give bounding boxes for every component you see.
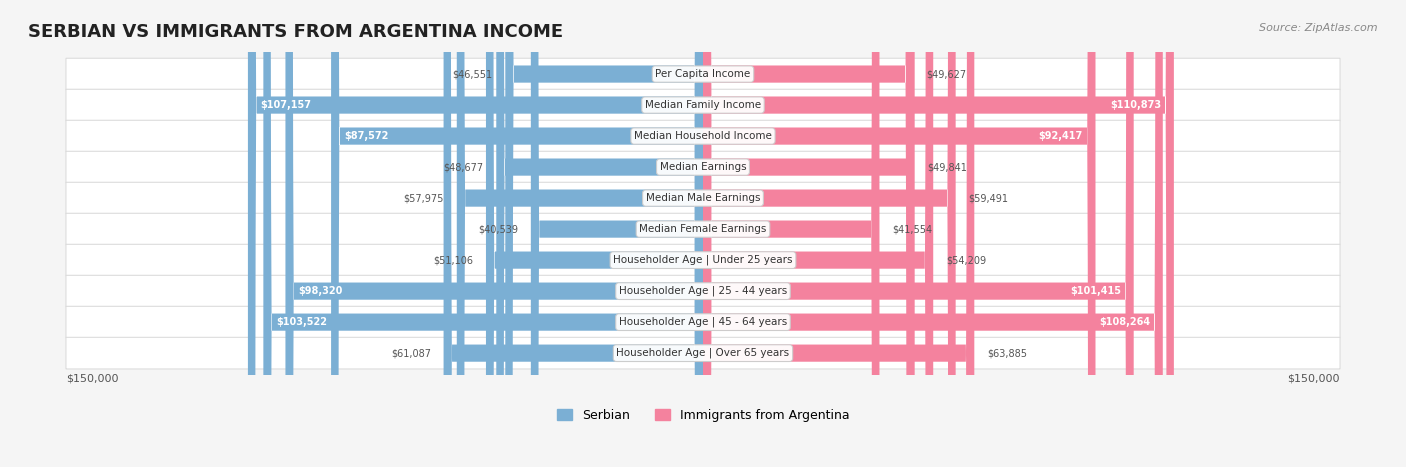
Text: $150,000: $150,000 [1288, 373, 1340, 383]
FancyBboxPatch shape [703, 0, 1095, 467]
FancyBboxPatch shape [486, 0, 703, 467]
Text: Source: ZipAtlas.com: Source: ZipAtlas.com [1260, 23, 1378, 33]
Text: Householder Age | Under 25 years: Householder Age | Under 25 years [613, 255, 793, 265]
Text: Householder Age | 25 - 44 years: Householder Age | 25 - 44 years [619, 286, 787, 297]
FancyBboxPatch shape [330, 0, 703, 467]
FancyBboxPatch shape [703, 0, 956, 467]
FancyBboxPatch shape [66, 306, 1340, 338]
Text: Householder Age | 45 - 64 years: Householder Age | 45 - 64 years [619, 317, 787, 327]
FancyBboxPatch shape [703, 0, 915, 467]
Text: $87,572: $87,572 [344, 131, 388, 141]
FancyBboxPatch shape [66, 244, 1340, 276]
FancyBboxPatch shape [505, 0, 703, 467]
Text: $41,554: $41,554 [893, 224, 932, 234]
FancyBboxPatch shape [457, 0, 703, 467]
Text: $46,551: $46,551 [453, 69, 492, 79]
Text: $49,841: $49,841 [928, 162, 967, 172]
FancyBboxPatch shape [66, 182, 1340, 214]
FancyBboxPatch shape [66, 120, 1340, 152]
Text: $40,539: $40,539 [478, 224, 517, 234]
Text: $107,157: $107,157 [260, 100, 312, 110]
FancyBboxPatch shape [703, 0, 1163, 467]
Text: Median Female Earnings: Median Female Earnings [640, 224, 766, 234]
Text: $108,264: $108,264 [1099, 317, 1150, 327]
Text: $57,975: $57,975 [404, 193, 444, 203]
FancyBboxPatch shape [703, 0, 1174, 467]
Text: Per Capita Income: Per Capita Income [655, 69, 751, 79]
Legend: Serbian, Immigrants from Argentina: Serbian, Immigrants from Argentina [551, 403, 855, 427]
Text: SERBIAN VS IMMIGRANTS FROM ARGENTINA INCOME: SERBIAN VS IMMIGRANTS FROM ARGENTINA INC… [28, 23, 564, 42]
Text: $92,417: $92,417 [1039, 131, 1083, 141]
FancyBboxPatch shape [703, 0, 974, 467]
Text: $101,415: $101,415 [1070, 286, 1121, 296]
Text: Median Family Income: Median Family Income [645, 100, 761, 110]
FancyBboxPatch shape [247, 0, 703, 467]
FancyBboxPatch shape [66, 213, 1340, 245]
Text: $103,522: $103,522 [276, 317, 328, 327]
FancyBboxPatch shape [66, 276, 1340, 307]
FancyBboxPatch shape [703, 0, 880, 467]
Text: $98,320: $98,320 [298, 286, 343, 296]
Text: $63,885: $63,885 [987, 348, 1026, 358]
Text: $48,677: $48,677 [443, 162, 484, 172]
Text: Median Earnings: Median Earnings [659, 162, 747, 172]
FancyBboxPatch shape [703, 0, 934, 467]
FancyBboxPatch shape [66, 151, 1340, 183]
Text: $49,627: $49,627 [927, 69, 967, 79]
Text: $61,087: $61,087 [391, 348, 430, 358]
Text: $150,000: $150,000 [66, 373, 118, 383]
Text: $110,873: $110,873 [1109, 100, 1161, 110]
FancyBboxPatch shape [496, 0, 703, 467]
FancyBboxPatch shape [263, 0, 703, 467]
FancyBboxPatch shape [703, 0, 914, 467]
FancyBboxPatch shape [703, 0, 1133, 467]
Text: Median Household Income: Median Household Income [634, 131, 772, 141]
Text: $51,106: $51,106 [433, 255, 474, 265]
Text: Householder Age | Over 65 years: Householder Age | Over 65 years [616, 348, 790, 358]
FancyBboxPatch shape [531, 0, 703, 467]
FancyBboxPatch shape [443, 0, 703, 467]
Text: $54,209: $54,209 [946, 255, 986, 265]
FancyBboxPatch shape [66, 58, 1340, 90]
FancyBboxPatch shape [66, 337, 1340, 369]
FancyBboxPatch shape [66, 89, 1340, 121]
Text: Median Male Earnings: Median Male Earnings [645, 193, 761, 203]
FancyBboxPatch shape [285, 0, 703, 467]
Text: $59,491: $59,491 [969, 193, 1008, 203]
